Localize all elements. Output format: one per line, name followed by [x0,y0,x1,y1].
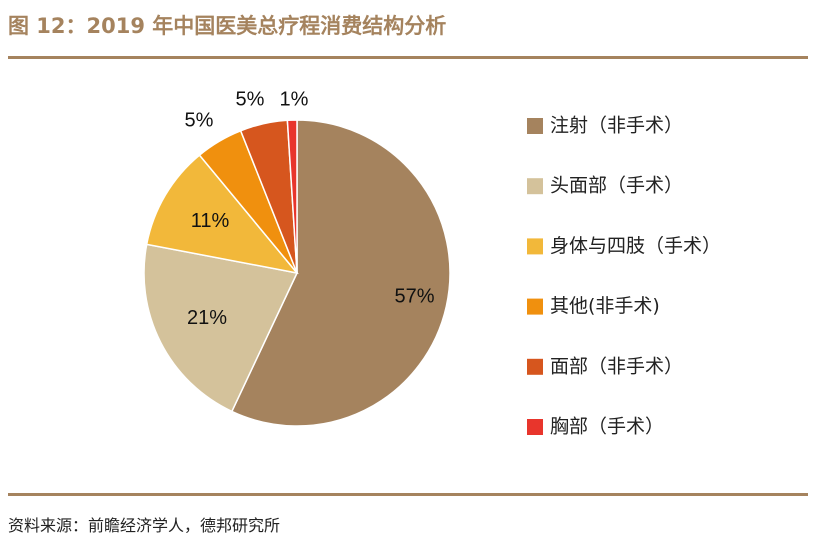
pie-slice-3 [145,154,299,275]
legend-swatch-4 [527,298,543,315]
pie-label-3: 11% [191,210,230,232]
legend-label-2: 头面部（手术） [550,175,683,197]
legend-label-4: 其他(非手术) [550,295,660,317]
pie-slice-6 [286,119,298,274]
pie-label-6: 1% [280,88,309,110]
chart-legend: 注射（非手术） 头面部（手术） 身体与四肢（手术） 其他(非手术) 面部（非手术） 胸部（… [527,115,721,438]
legend-swatch-1 [527,118,543,134]
pie-label-2: 21% [187,307,227,329]
source-note: 资料来源：前瞻经济学人，德邦研究所 [8,516,281,535]
legend-swatch-2 [527,178,543,195]
legend-label-6: 胸部（手术） [550,416,664,438]
legend-label-1: 注射（非手术） [550,115,683,137]
legend-swatch-5 [527,358,543,375]
pie-slice-1 [230,119,451,427]
pie-slice-2 [143,243,299,413]
legend-swatch-3 [527,238,543,255]
pie-label-1: 57% [394,285,434,307]
legend-label-5: 面部（非手术） [550,355,683,377]
pie-slices [143,119,451,427]
source-divider [8,493,808,496]
pie-label-5: 5% [236,88,265,110]
title-divider [8,56,808,59]
legend-label-3: 身体与四肢（手术） [550,235,721,257]
pie-labels: 57% 21% 11% 5% 5% 1% [185,88,435,329]
legend-swatch-6 [527,419,543,435]
pie-label-4: 5% [185,109,214,131]
figure-title: 图 12：2019 年中国医美总疗程消费结构分析 [8,14,447,38]
